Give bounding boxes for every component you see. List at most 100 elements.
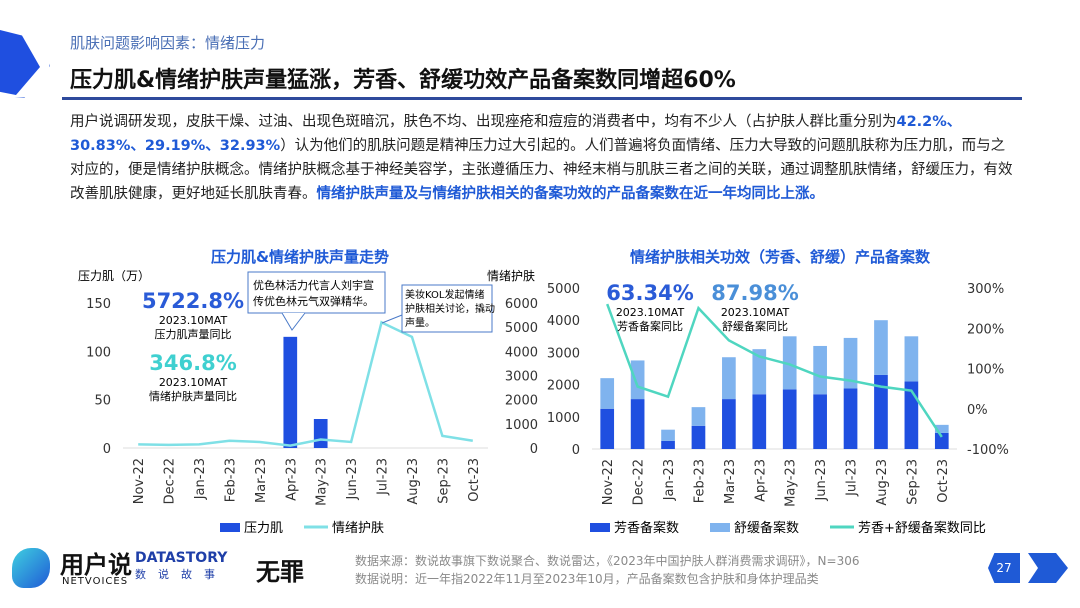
x-tick-label: Feb-23 — [692, 459, 707, 503]
y-tick-label: 1000 — [547, 411, 580, 426]
y2-tick-label: 5000 — [505, 321, 538, 336]
chart-title: 情绪护肤相关功效（芳香、舒缓）产品备案数 — [630, 248, 931, 266]
x-tick-label: Aug-23 — [406, 458, 421, 505]
annotation-value: 87.98% — [711, 281, 798, 305]
bar-芳香备案数 — [600, 408, 615, 449]
callout-box — [401, 284, 493, 333]
bar-芳香备案数 — [843, 388, 858, 449]
bar-芳香备案数 — [630, 399, 645, 449]
annotation-line1: 2023.10MAT — [721, 306, 790, 319]
bar-舒缓备案数 — [630, 360, 645, 400]
bar-芳香备案数 — [874, 374, 888, 449]
bar-芳香备案数 — [691, 425, 706, 449]
section-subtitle: 肌肤问题影响因素：情绪压力 — [70, 34, 266, 52]
bar-压力肌 — [283, 336, 298, 448]
bar-压力肌 — [313, 419, 328, 448]
bar-舒缓备案数 — [600, 378, 615, 409]
callout-pointer — [381, 314, 403, 324]
y2-tick-label: -100% — [967, 443, 1009, 458]
y2-tick-label: 300% — [967, 282, 1004, 297]
callout-text: 传优色林元气双弹精华。 — [253, 294, 374, 308]
bar-芳香备案数 — [782, 389, 797, 449]
legend-swatch — [590, 523, 610, 532]
bar-舒缓备案数 — [934, 424, 949, 433]
line-芳香+舒缓备案数同比 — [606, 303, 943, 438]
filing-count-chart: 情绪护肤相关功效（芳香、舒缓）产品备案数 0 1000 2000 3000 4000 500… — [547, 248, 1009, 536]
x-tick-label: Dec-22 — [632, 459, 647, 505]
y2-tick-label: 200% — [967, 322, 1004, 337]
annotation-line2: 情绪护肤声量同比 — [149, 389, 237, 403]
bar-舒缓备案数 — [813, 345, 827, 395]
legend-swatch — [220, 523, 240, 532]
y2-tick-label: 4000 — [505, 345, 538, 360]
x-tick-label: Sep-23 — [905, 459, 920, 505]
y-tick-label: 50 — [94, 394, 111, 409]
annotation-value: 346.8% — [149, 351, 236, 375]
y-tick-label: 150 — [86, 297, 111, 312]
x-tick-label: May-23 — [784, 459, 799, 507]
x-tick-label: Sep-23 — [436, 458, 451, 504]
bar-芳香备案数 — [752, 394, 767, 449]
x-tick-label: Nov-22 — [132, 458, 147, 504]
body-text: ）认为他们的肌肤问题是精神压力过大引起的。人们普遍将负面情绪、压力大导致的问题肌… — [70, 138, 1013, 202]
annotation-line2: 芳香备案同比 — [617, 319, 683, 333]
x-tick-label: Oct-23 — [936, 459, 951, 503]
bar-芳香备案数 — [722, 399, 736, 449]
x-tick-label: Jul-23 — [845, 459, 860, 497]
callout-text: 护肤相关讨论，撬动 — [405, 302, 495, 315]
annotation-line1: 2023.10MAT — [159, 376, 228, 389]
annotation-value: 63.34% — [606, 281, 693, 305]
line-情绪护肤 — [138, 320, 473, 447]
legend-label: 舒缓备案数 — [734, 520, 799, 536]
legend-label: 芳香+舒缓备案数同比 — [858, 520, 986, 536]
y-tick-label: 0 — [572, 443, 580, 458]
bar-芳香备案数 — [661, 440, 675, 449]
next-page-arrow-icon[interactable] — [1028, 553, 1068, 583]
y2-tick-label: 0% — [967, 403, 988, 418]
body-highlight: 42.2%、30.83%、29.19%、32.93% — [70, 114, 962, 154]
data-note: 数据说明：近一年指2022年11月至2023年10月，产品备案数包含护肤和身体护… — [355, 572, 819, 586]
callout-text: 声量。 — [405, 316, 435, 329]
annotation-line1: 2023.10MAT — [159, 314, 228, 327]
x-tick-label: Jun-23 — [814, 459, 829, 502]
bar-舒缓备案数 — [722, 357, 736, 400]
page-title: 压力肌&情绪护肤声量猛涨，芳香、舒缓功效产品备案数同增超60% — [70, 68, 736, 93]
body-text: 用户说调研发现，皮肤干燥、过油、出现色斑暗沉，肤色不均、出现痤疮和痘痘的消费者中… — [70, 114, 897, 130]
x-tick-label: Jun-23 — [345, 458, 360, 501]
body-paragraph: 用户说调研发现，皮肤干燥、过油、出现色斑暗沉，肤色不均、出现痤疮和痘痘的消费者中… — [70, 110, 1015, 206]
bar-舒缓备案数 — [782, 336, 797, 390]
title-divider — [62, 97, 1022, 100]
netvoices-logo: 用户说 NETVOICES — [60, 551, 132, 587]
y2-tick-label: 3000 — [505, 370, 538, 385]
bar-舒缓备案数 — [752, 349, 767, 395]
y2-tick-label: 1000 — [505, 418, 538, 433]
netvoices-logo-mark — [12, 548, 50, 588]
datastory-logo: DATASTORY 数说故事 — [135, 550, 228, 581]
bar-舒缓备案数 — [691, 407, 706, 426]
y-tick-label: 4000 — [547, 314, 580, 329]
x-tick-label: Apr-23 — [753, 459, 768, 502]
legend-swatch — [710, 523, 730, 532]
bar-芳香备案数 — [813, 394, 827, 449]
y-tick-label: 0 — [103, 442, 111, 457]
callout-box — [247, 271, 386, 314]
x-tick-label: Nov-22 — [601, 459, 616, 505]
x-tick-label: Dec-22 — [163, 458, 178, 504]
bar-舒缓备案数 — [904, 336, 919, 382]
bar-舒缓备案数 — [661, 429, 675, 441]
x-tick-label: Jan-23 — [662, 459, 677, 501]
legend-label: 情绪护肤 — [332, 521, 384, 536]
x-tick-label: May-23 — [315, 458, 330, 506]
y-tick-label: 3000 — [547, 346, 580, 361]
legend-label: 压力肌 — [244, 521, 283, 536]
x-tick-label: Mar-23 — [723, 459, 738, 504]
y2-tick-label: 6000 — [505, 297, 538, 312]
annotation-value: 5722.8% — [142, 289, 244, 313]
x-tick-label: Jan-23 — [193, 458, 208, 500]
x-tick-label: Jul-23 — [376, 458, 391, 496]
callout-text: 优色林活力代言人刘宇宣 — [253, 278, 374, 292]
chart-title: 压力肌&情绪护肤声量走势 — [211, 248, 389, 266]
annotation-line2: 舒缓备案同比 — [722, 319, 788, 333]
y-tick-label: 2000 — [547, 379, 580, 394]
